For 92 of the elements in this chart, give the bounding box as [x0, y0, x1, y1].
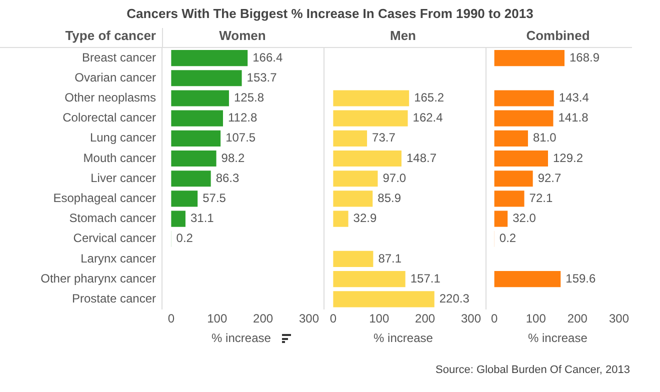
y-tick-label: Liver cancer: [90, 170, 156, 185]
bar: [171, 210, 186, 227]
bar: [171, 150, 216, 167]
x-tick-label: 200: [253, 312, 274, 326]
y-tick-label: Breast cancer: [82, 50, 156, 64]
data-label: 81.0: [532, 130, 557, 145]
bar: [333, 210, 348, 227]
x-axis-title: % increase: [528, 331, 588, 346]
data-label: 72.1: [529, 191, 553, 206]
data-label: 98.2: [221, 150, 245, 165]
x-tick-label: 0: [168, 312, 175, 326]
data-label: 157.1: [410, 271, 441, 286]
y-tick-label: Ovarian cancer: [74, 70, 156, 84]
x-tick-label: 200: [415, 312, 436, 326]
bar: [494, 130, 528, 146]
bar: [171, 70, 242, 86]
chart-subtitle: Women: [218, 28, 267, 45]
bar: [333, 291, 434, 308]
x-tick-label: 300: [608, 312, 630, 326]
x-tick-label: 100: [526, 312, 546, 326]
bar: [333, 190, 373, 207]
bar: [171, 130, 221, 146]
data-label: 32.0: [512, 211, 536, 226]
bar: [494, 170, 533, 187]
bar: [333, 110, 408, 126]
data-label: 165.2: [414, 90, 444, 105]
data-label: 168.9: [570, 50, 600, 64]
bar: [333, 170, 378, 187]
data-label: 107.5: [226, 130, 256, 145]
data-label: 0.2: [499, 231, 516, 246]
bar: [494, 210, 508, 227]
data-label: 97.0: [382, 170, 406, 185]
data-label: 87.1: [378, 251, 402, 266]
data-label: 92.7: [538, 170, 562, 185]
x-axis-title: % increase: [212, 331, 272, 346]
bar: [333, 130, 368, 146]
x-tick-label: 0: [330, 312, 337, 326]
data-label: 129.2: [553, 150, 584, 165]
data-label: 162.4: [412, 110, 444, 125]
bar: [494, 90, 554, 106]
data-label: 125.8: [234, 90, 264, 105]
bar: [494, 50, 565, 66]
bar: [333, 150, 402, 167]
y-tick-label: Lung cancer: [90, 130, 156, 145]
bar: [171, 170, 211, 187]
chart-subtitle: Combined: [484, 28, 632, 47]
data-label: 57.5: [202, 191, 226, 206]
bar: [171, 110, 223, 126]
data-label: 73.7: [372, 130, 396, 145]
y-tick-label: Colorectal cancer: [62, 110, 156, 125]
y-tick-label: Stomach cancer: [69, 211, 156, 226]
x-tick-label: 100: [207, 312, 228, 326]
data-label: 159.6: [566, 271, 596, 286]
x-tick-label: 300: [460, 312, 482, 326]
y-tick-label: Esophageal cancer: [53, 191, 156, 206]
data-label: 153.7: [246, 70, 278, 84]
bar: [333, 90, 410, 106]
y-tick-label: Mouth cancer: [83, 150, 156, 165]
data-label: 112.8: [228, 110, 258, 125]
bar: [494, 271, 561, 288]
data-label: 220.3: [439, 291, 470, 306]
data-label: 31.1: [190, 211, 214, 226]
y-tick-label: Other pharynx cancer: [40, 271, 156, 286]
data-label: 0.2: [176, 231, 194, 246]
data-label: 143.4: [558, 90, 590, 105]
x-axis-title: % increase: [374, 331, 434, 346]
chart-title: Cancers With The Biggest % Increase In Cases From 1990 to 2013: [126, 6, 534, 21]
y-tick-label: Prostate cancer: [72, 291, 156, 306]
source-note: Source: Global Burden Of Cancer, 2013: [436, 364, 630, 376]
bar: [494, 150, 548, 167]
data-label: 86.3: [216, 170, 240, 185]
y-tick-label: Other neoplasms: [64, 90, 156, 105]
bar: [171, 190, 198, 207]
data-label: 166.4: [252, 50, 283, 64]
chart-subtitle: Men: [322, 28, 484, 47]
data-label: 141.8: [558, 110, 589, 125]
x-tick-label: 300: [298, 312, 320, 326]
data-label: 148.7: [406, 150, 437, 165]
data-label: 32.9: [353, 211, 377, 226]
data-label: 85.9: [378, 191, 402, 206]
x-tick-label: 200: [567, 312, 588, 326]
y-axis-title: Type of cancer: [0, 28, 163, 47]
bar: [333, 250, 374, 268]
bar: [171, 90, 229, 106]
y-tick-label: Larynx cancer: [80, 251, 156, 266]
bar: [494, 110, 554, 126]
x-tick-label: 100: [369, 312, 390, 326]
y-tick-label: Cervical cancer: [73, 231, 156, 246]
x-tick-label: 0: [490, 312, 498, 326]
bar: [333, 271, 406, 288]
bar: [171, 50, 248, 66]
bar: [494, 190, 524, 207]
